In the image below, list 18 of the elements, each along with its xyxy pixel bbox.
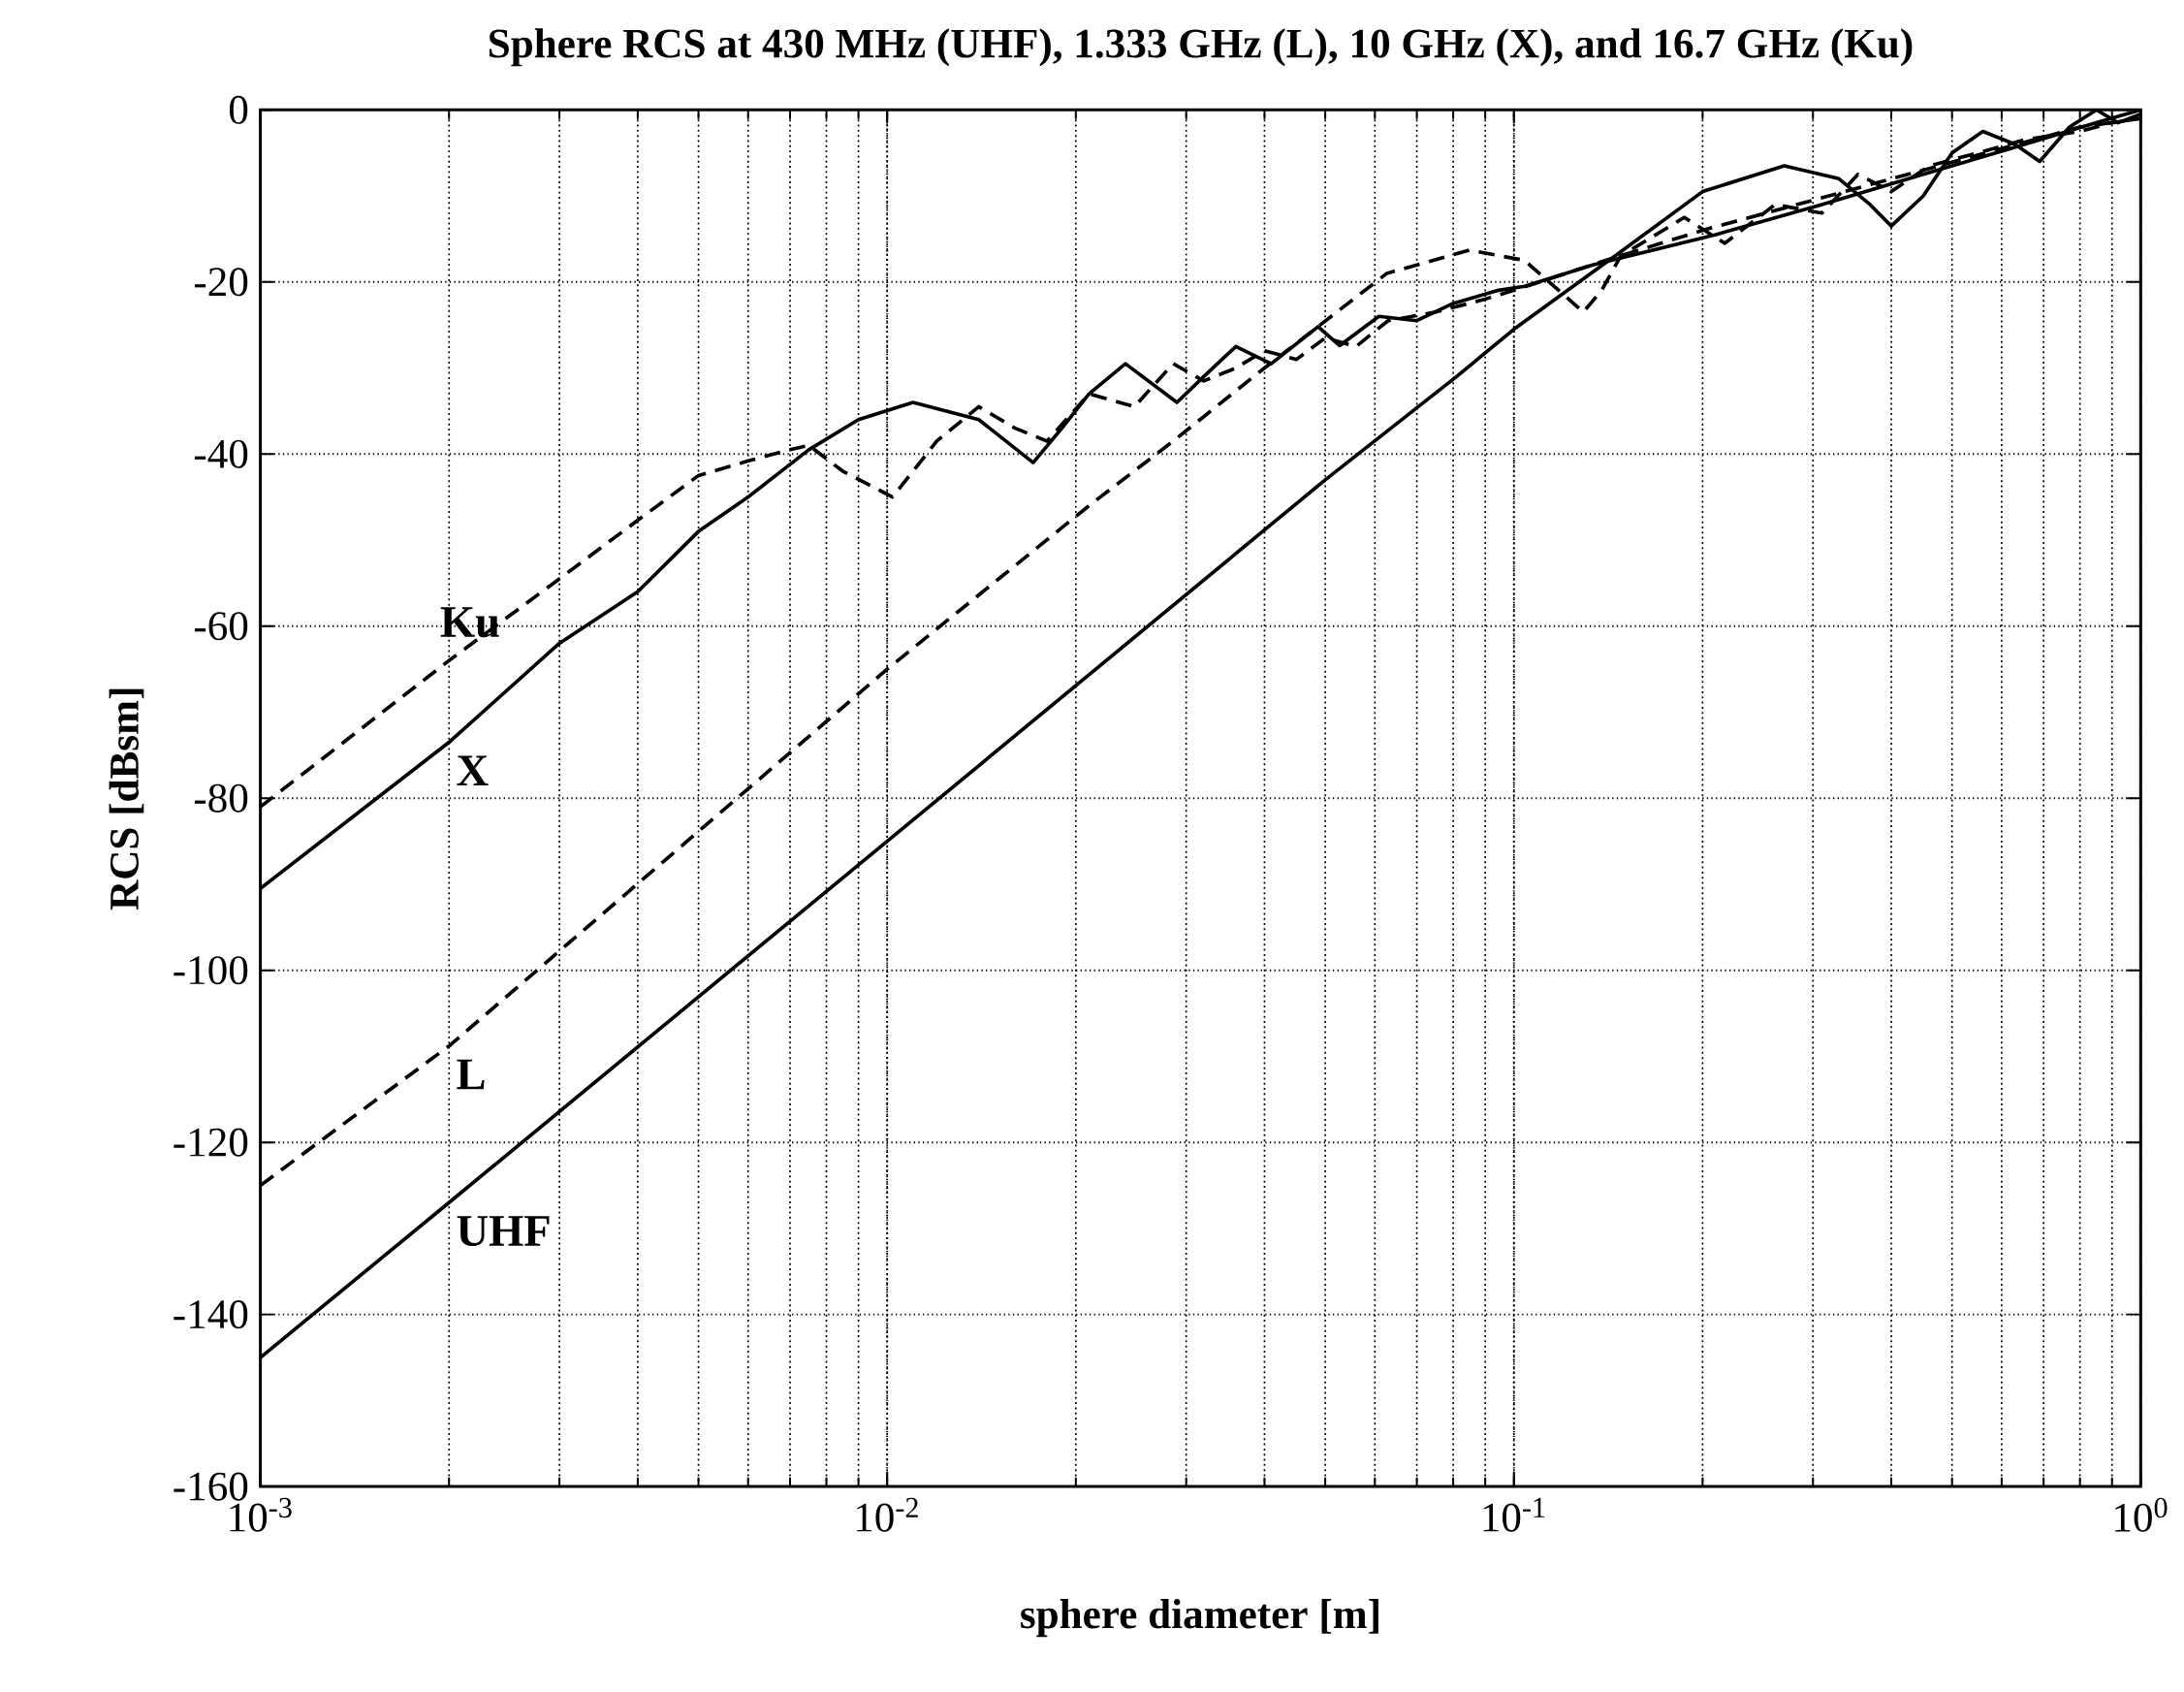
chart-title: Sphere RCS at 430 MHz (UHF), 1.333 GHz (L), 10 GHz (X), and 16.7 GHz (Ku) (490, 28, 1913, 67)
y-tick-label: -20 (194, 268, 248, 297)
x-tick-label: 10$^{0}$ (2115, 1497, 2168, 1532)
y-tick-label: -40 (194, 439, 248, 468)
y-tick-label: -140 (174, 1300, 248, 1329)
x-tick-label: 10$^{-1}$ (1483, 1497, 1545, 1532)
y-tick-label: -80 (194, 783, 248, 813)
y-tick-label: -100 (174, 956, 248, 985)
series-label: Ku (440, 607, 499, 638)
series-label: L (457, 1059, 485, 1090)
y-axis-title: RCS [dBsm] (109, 688, 144, 910)
x-axis-title: sphere diameter [m] (1021, 1599, 1378, 1638)
y-tick-label: -60 (194, 612, 248, 641)
series-label: UHF (457, 1216, 550, 1247)
y-tick-label: 0 (229, 95, 248, 124)
series-label: X (457, 755, 489, 786)
y-tick-label: -120 (174, 1128, 248, 1157)
x-tick-label: 10$^{-2}$ (856, 1497, 918, 1532)
